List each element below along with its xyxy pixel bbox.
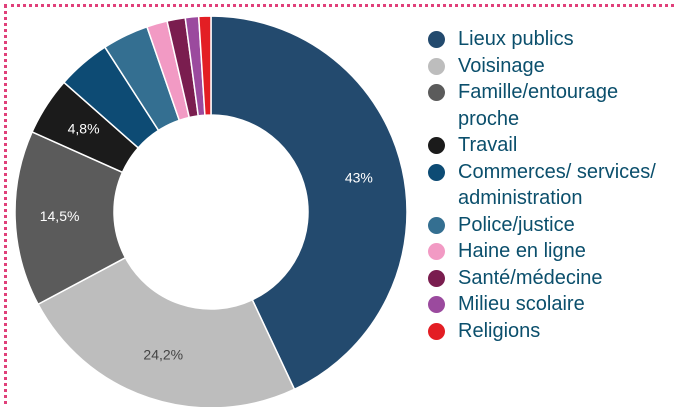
value-label: 4,8% <box>68 121 100 137</box>
legend-swatch <box>428 269 445 287</box>
legend-item: Travail <box>428 132 673 159</box>
legend-label: Police/justice <box>458 213 575 236</box>
legend-swatch <box>428 322 445 340</box>
slice <box>210 15 408 391</box>
frame <box>4 4 676 407</box>
legend-label: Milieu scolaire <box>458 293 585 315</box>
legend-label: Commerces/ services/ administration <box>458 160 656 210</box>
legend-item: Lieux publics <box>428 26 673 53</box>
legend-swatch <box>428 296 445 313</box>
legend-label: Voisinage <box>458 54 545 77</box>
legend-item: Police/justice <box>428 212 673 239</box>
legend-item: Santé/médecine <box>428 265 673 292</box>
legend-label: Lieux publics <box>458 28 574 50</box>
legend-item: Milieu scolaire <box>428 291 673 318</box>
legend-swatch <box>428 216 445 234</box>
slice <box>37 256 296 407</box>
slice <box>197 15 212 116</box>
legend-swatch <box>428 57 445 75</box>
legend-label: Religions <box>458 319 541 342</box>
legend-swatch <box>428 137 445 154</box>
value-label: 24,2% <box>143 346 183 362</box>
legend-item: Famille/entourage proche <box>428 79 673 132</box>
legend-swatch <box>428 31 445 48</box>
legend-label: Famille/entourage proche <box>458 81 619 130</box>
legend-item: Commerces/ services/ administration <box>428 159 673 212</box>
legend-item: Haine en ligne <box>428 238 673 265</box>
legend-swatch <box>428 163 445 181</box>
legend-label: Santé/médecine <box>458 266 603 289</box>
legend-label: Travail <box>458 134 518 156</box>
slice <box>14 130 127 306</box>
legend-item: Religions <box>428 318 673 345</box>
legend-swatch <box>428 84 445 101</box>
legend-item: Voisinage <box>428 53 673 80</box>
legend-swatch <box>428 243 445 260</box>
value-label: 43% <box>345 170 373 186</box>
legend-label: Haine en ligne <box>458 240 586 262</box>
legend: Lieux publics Voisinage Famille/entourage … <box>428 26 673 344</box>
value-label: 14,5% <box>40 208 80 224</box>
